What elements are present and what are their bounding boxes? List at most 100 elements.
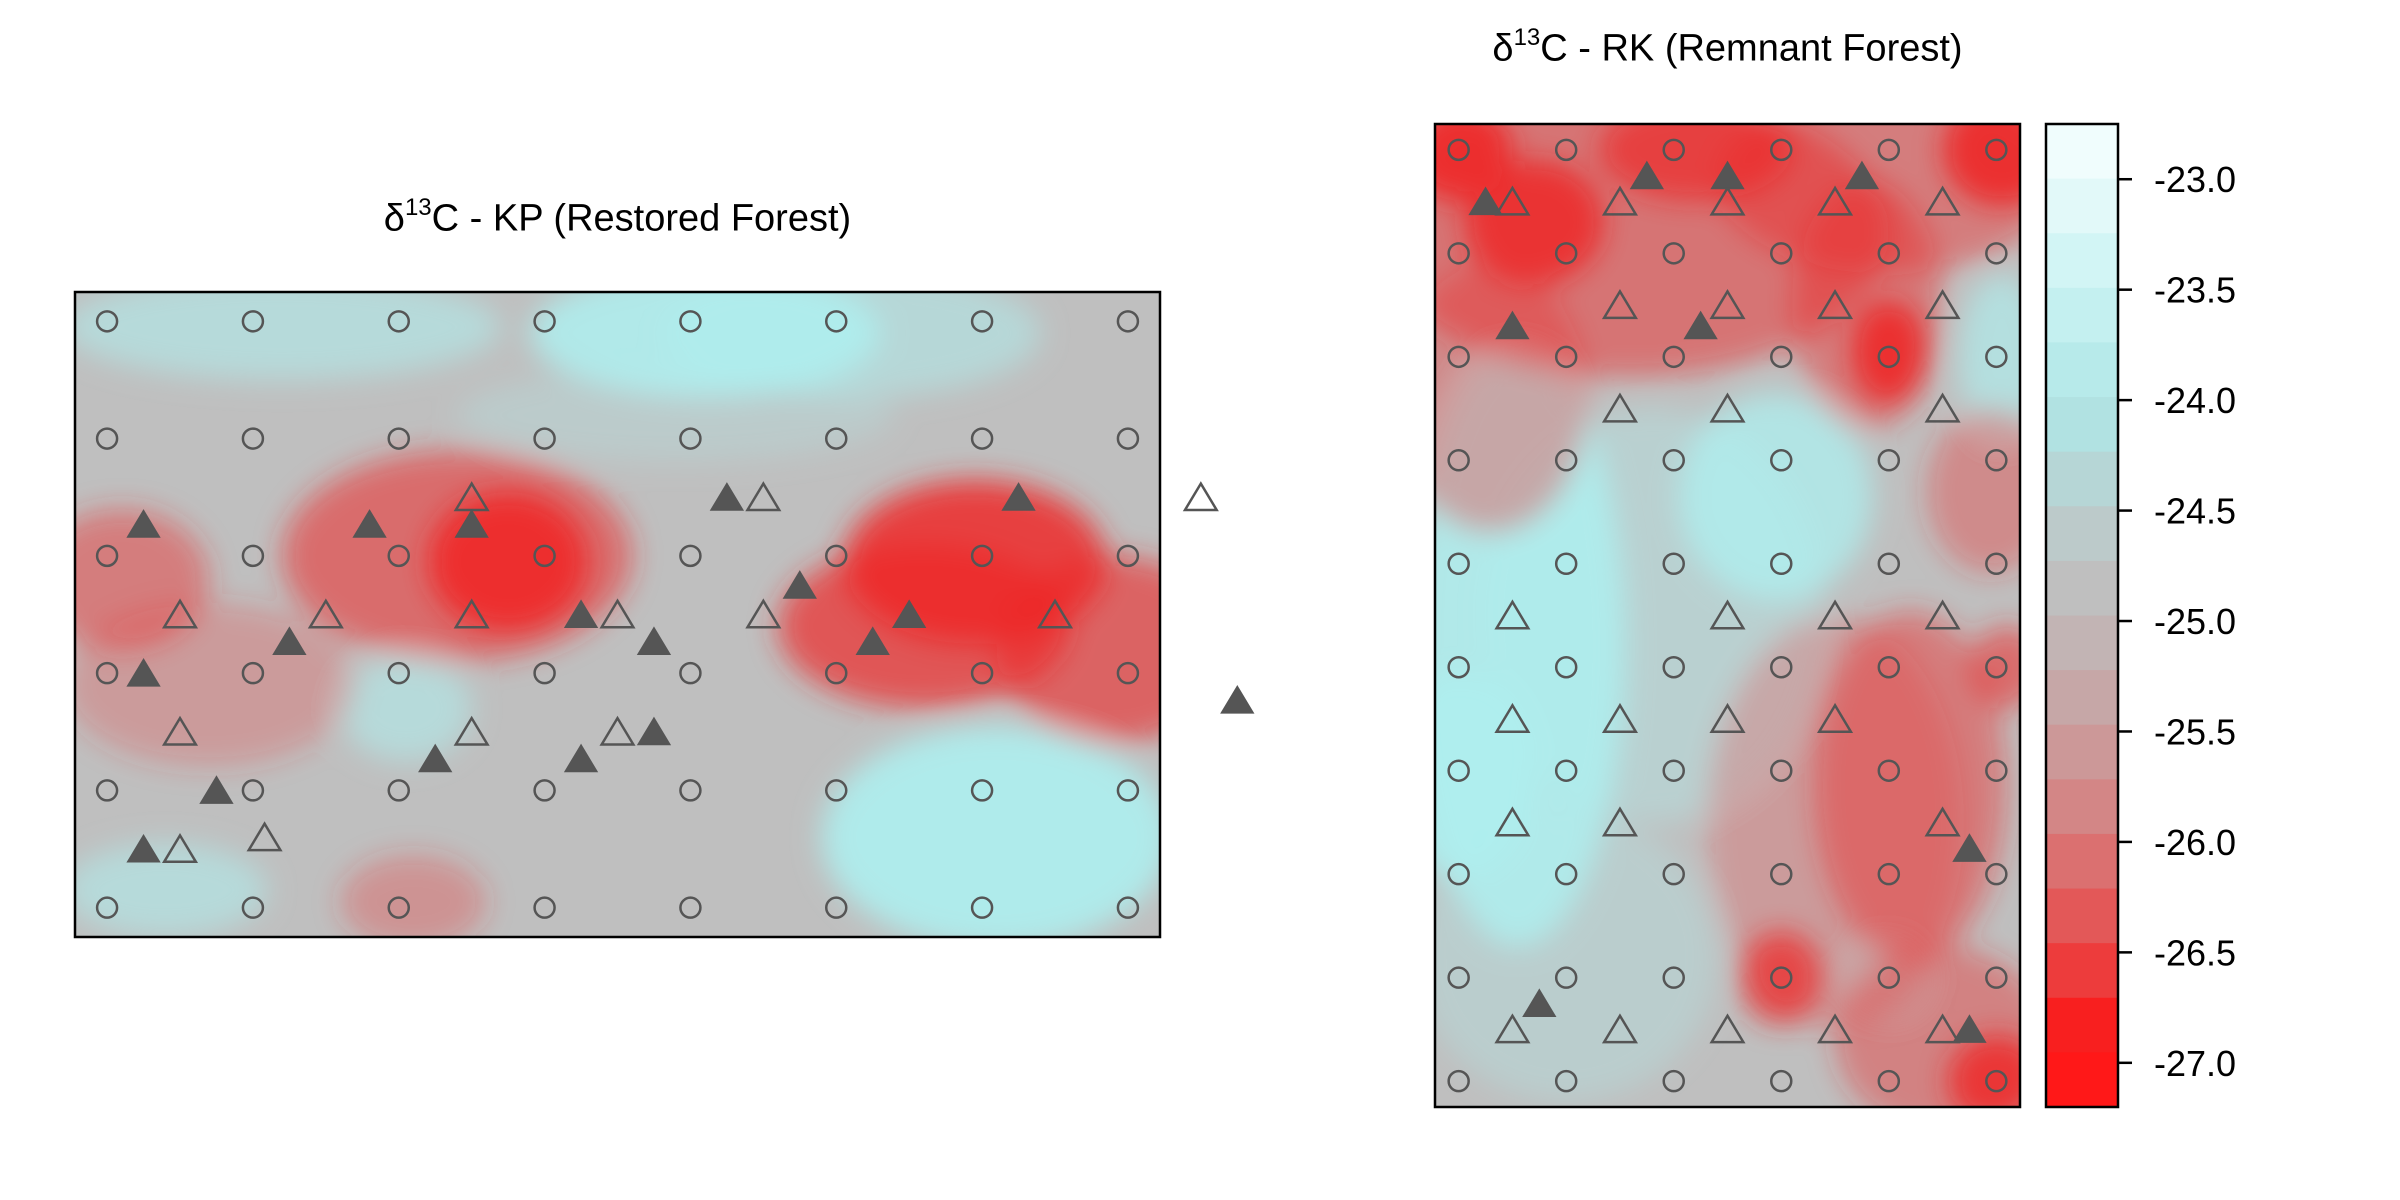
rk-circle-marker: [1662, 759, 1685, 782]
rk-circle-marker: [1770, 345, 1793, 369]
rk-circle-marker: [1877, 552, 1901, 576]
color-scale-tick-label: -26.0: [2154, 822, 2236, 863]
kp-circle-marker: [1116, 896, 1140, 919]
rk-open-triangle-marker: [1709, 185, 1746, 216]
kp-filled-triangle-marker: [352, 509, 387, 538]
rk-filled-triangle-marker: [1468, 186, 1503, 216]
kp-circle-marker: [241, 896, 265, 919]
kp-open-triangle-marker: [745, 481, 782, 512]
kp-open-triangle-marker: [453, 598, 490, 629]
rk-filled-triangle-marker: [1629, 160, 1665, 190]
kp-circle-marker: [679, 427, 702, 450]
kp-filled-triangle-marker: [454, 509, 489, 538]
kp-circle-marker: [533, 779, 556, 802]
kp-open-triangle-marker: [1182, 481, 1219, 512]
color-scale-band: [2046, 1052, 2118, 1108]
kp-circle-marker: [679, 310, 702, 333]
color-scale-band: [2046, 287, 2118, 344]
kp-circle-marker: [95, 427, 119, 450]
kp-circle-marker: [825, 779, 848, 802]
rk-circle-marker: [1447, 552, 1470, 576]
rk-circle-marker: [1877, 759, 1901, 782]
kp-low-value-area: [996, 555, 1160, 744]
rk-circle-marker: [1554, 138, 1578, 162]
kp-circle-marker: [970, 779, 994, 802]
kp-circle-marker: [533, 310, 556, 333]
color-scale-band: [2046, 779, 2118, 835]
kp-high-value-area: [821, 725, 1160, 937]
rk-circle-marker: [1554, 655, 1578, 679]
kp-open-triangle-marker: [161, 598, 199, 629]
kp-circle-marker: [825, 896, 848, 919]
kp-circle-marker: [533, 544, 556, 568]
rk-title-text: C - RK (Remnant Forest): [1540, 27, 1963, 70]
kp-plot-border: [73, 290, 1162, 939]
rk-circle-marker: [1770, 138, 1793, 162]
rk-circle-marker: [1985, 759, 2008, 782]
color-scale-band: [2046, 342, 2118, 398]
rk-circle-marker: [1554, 966, 1578, 989]
rk-circle-marker: [1662, 449, 1685, 472]
kp-circle-marker: [533, 427, 556, 450]
rk-circle-marker: [1985, 862, 2008, 886]
rk-open-triangle-marker: [1494, 1013, 1531, 1044]
rk-circle-marker: [1554, 345, 1578, 369]
color-scale-band: [2046, 560, 2118, 617]
rk-circle-marker: [1662, 655, 1685, 679]
rk-circle-marker: [1770, 759, 1793, 782]
kp-circle-marker: [1116, 779, 1140, 802]
rk-circle-marker: [1447, 138, 1470, 162]
rk-open-triangle-marker: [1494, 806, 1531, 837]
rk-title-symbol: δ: [1492, 27, 1514, 70]
rk-circle-marker: [1770, 862, 1793, 886]
kp-circle-marker: [533, 661, 556, 685]
rk-open-triangle-marker: [1816, 599, 1854, 630]
kp-circle-marker: [95, 779, 119, 802]
kp-circle-marker: [970, 427, 994, 450]
rk-open-triangle-marker: [1601, 289, 1639, 320]
rk-circle-marker: [1554, 1069, 1578, 1093]
rk-circle-marker: [1877, 138, 1901, 162]
color-scale-tick-label: -23.5: [2154, 270, 2236, 311]
kp-filled-triangle-marker: [1001, 482, 1036, 511]
kp-low-value-area: [282, 450, 633, 662]
color-scale-tick-label: -24.0: [2154, 380, 2236, 421]
color-scale-tick-label: -23.0: [2154, 159, 2236, 200]
rk-open-triangle-marker: [1709, 392, 1746, 423]
rk-circle-marker: [1447, 862, 1470, 886]
rk-open-triangle-marker: [1816, 1013, 1854, 1044]
color-scale-band: [2046, 506, 2118, 562]
rk-open-triangle-marker: [1924, 806, 1961, 837]
rk-circle-marker: [1447, 966, 1470, 989]
rk-circle-marker: [1447, 242, 1470, 265]
kp-circle-marker: [970, 661, 994, 685]
rk-open-triangle-marker: [1601, 806, 1639, 837]
kp-circle-marker: [825, 661, 848, 685]
kp-filled-triangle-marker: [418, 743, 453, 773]
kp-circle-marker: [1116, 427, 1140, 450]
kp-filled-triangle-marker: [199, 775, 234, 804]
kp-circle-marker: [1116, 661, 1140, 685]
kp-high-value-area: [75, 292, 501, 380]
rk-circle-marker: [1770, 655, 1793, 679]
color-scale-band: [2046, 997, 2118, 1053]
rk-open-triangle-marker: [1601, 702, 1639, 733]
kp-circle-marker: [387, 427, 410, 450]
rk-circle-marker: [1877, 242, 1901, 265]
color-scale-band: [2046, 615, 2118, 671]
kp-circle-marker: [679, 779, 702, 802]
rk-open-triangle-marker: [1601, 185, 1639, 216]
color-scale-band: [2046, 724, 2118, 780]
color-scale-band: [2046, 670, 2118, 726]
rk-open-triangle-marker: [1924, 599, 1961, 630]
kp-markers: [95, 310, 1255, 919]
rk-low-value-area: [1435, 263, 1588, 533]
kp-high-value-area: [661, 292, 1041, 398]
kp-circle-marker: [241, 310, 265, 333]
rk-circle-marker: [1447, 759, 1470, 782]
color-scale-band: [2046, 888, 2118, 944]
rk-open-triangle-marker: [1601, 392, 1639, 423]
kp-filled-triangle-marker: [126, 509, 161, 538]
